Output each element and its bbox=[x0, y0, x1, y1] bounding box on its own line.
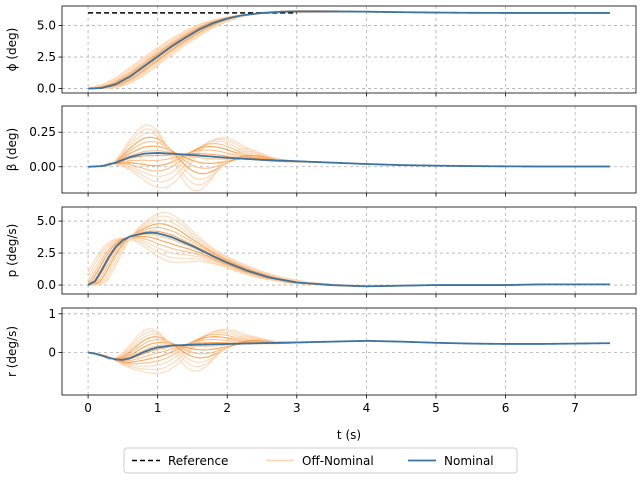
off-nominal-line bbox=[87, 328, 610, 372]
off-nominal-line bbox=[88, 333, 610, 365]
legend-label: Off-Nominal bbox=[302, 454, 374, 468]
x-tick-label: 0 bbox=[84, 401, 92, 415]
off-nominal-line bbox=[88, 132, 610, 180]
y-tick-label: 0.25 bbox=[29, 125, 56, 139]
axes-frame bbox=[61, 105, 637, 194]
series-lines bbox=[88, 9, 610, 90]
x-tick-label: 7 bbox=[571, 401, 579, 415]
y-axis-label: ϕ (deg) bbox=[5, 28, 19, 72]
y-tick-label: 0 bbox=[48, 345, 56, 359]
off-nominal-line bbox=[87, 237, 610, 287]
y-axis-label: r (deg/s) bbox=[5, 326, 19, 377]
panel-beta: 0.00 0.25 β (deg) bbox=[5, 105, 637, 197]
y-tick-label: 0.0 bbox=[37, 82, 56, 96]
y-tick-label: 5.0 bbox=[37, 214, 56, 228]
panel-phi: 0.0 2.5 5.0 ϕ (deg) bbox=[5, 5, 637, 97]
panel-p: 0.0 2.5 5.0 p (deg/s) bbox=[5, 206, 637, 298]
axes-frame bbox=[61, 206, 637, 295]
x-tick-label: 6 bbox=[502, 401, 510, 415]
legend-label: Reference bbox=[168, 454, 228, 468]
off-nominal-line bbox=[88, 331, 610, 367]
off-nominal-line bbox=[87, 230, 610, 287]
y-tick-label: 0.00 bbox=[29, 160, 56, 174]
legend: Reference Off-Nominal Nominal bbox=[123, 447, 518, 474]
y-tick-label: 2.5 bbox=[37, 50, 56, 64]
off-nominal-line bbox=[87, 237, 610, 287]
x-axis-label: t (s) bbox=[337, 428, 361, 442]
x-tick-label: 3 bbox=[293, 401, 301, 415]
series-lines bbox=[87, 328, 610, 374]
y-tick-label: 5.0 bbox=[37, 19, 56, 33]
axes-frame bbox=[61, 307, 637, 396]
legend-box bbox=[123, 447, 518, 474]
off-nominal-line bbox=[88, 211, 610, 287]
legend-label: Nominal bbox=[444, 454, 494, 468]
off-nominal-line bbox=[87, 237, 610, 287]
off-nominal-line bbox=[88, 153, 610, 168]
panel-r: 0 1 r (deg/s) bbox=[5, 307, 637, 399]
x-tick-label: 1 bbox=[154, 401, 162, 415]
off-nominal-line bbox=[87, 235, 610, 287]
x-tick-label: 4 bbox=[363, 401, 371, 415]
nominal-line bbox=[87, 231, 610, 288]
x-tick-label: 5 bbox=[432, 401, 440, 415]
y-tick-label: 1 bbox=[48, 307, 56, 321]
series-lines bbox=[87, 211, 610, 288]
x-tick-label: 2 bbox=[223, 401, 231, 415]
y-tick-label: 2.5 bbox=[37, 246, 56, 260]
nominal-line bbox=[87, 339, 610, 361]
nominal-line bbox=[88, 152, 610, 168]
y-axis-label: β (deg) bbox=[5, 128, 19, 171]
nominal-line bbox=[88, 10, 610, 90]
y-tick-label: 0.0 bbox=[37, 278, 56, 292]
off-nominal-line bbox=[88, 128, 610, 186]
off-nominal-line bbox=[88, 329, 610, 371]
series-lines bbox=[88, 124, 610, 192]
y-axis-label: p (deg/s) bbox=[5, 224, 19, 278]
axes-frame bbox=[61, 5, 637, 94]
off-nominal-line bbox=[87, 237, 610, 287]
off-nominal-line bbox=[87, 330, 610, 368]
